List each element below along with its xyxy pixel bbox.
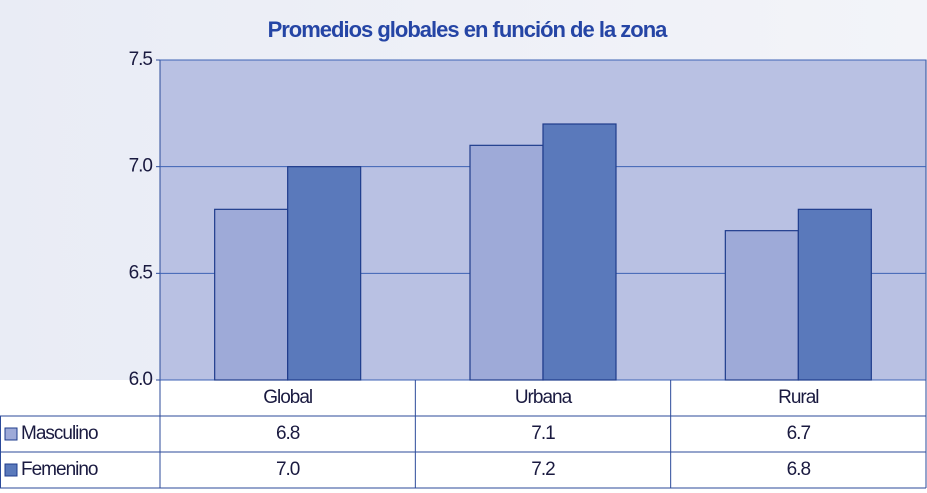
table-background [0,380,927,493]
table-value: 7.2 [531,459,555,480]
y-tick-label: 7.5 [129,49,153,70]
legend-label: Masculino [21,423,98,444]
chart-title: Promedios globales en función de la zona [268,17,669,42]
table-value: 7.1 [531,423,555,444]
y-tick-label: 6.0 [129,369,153,390]
legend-swatch [4,463,18,477]
bar [287,166,362,381]
x-tick-label: Rural [778,387,818,408]
table-value: 6.8 [787,459,811,480]
bar [542,123,617,381]
table-value: 7.0 [276,459,300,480]
y-tick-label: 6.5 [129,262,153,283]
x-tick-label: Global [263,387,312,408]
y-tick-label: 7.0 [129,156,153,177]
table-value: 6.8 [276,423,300,444]
table-value: 6.7 [787,423,811,444]
bar [724,230,799,381]
bar [214,208,289,381]
legend-label: Femenino [21,459,98,480]
bar [797,208,872,381]
x-tick-label: Urbana [515,387,573,408]
legend-swatch [4,427,18,441]
bar [469,144,544,381]
